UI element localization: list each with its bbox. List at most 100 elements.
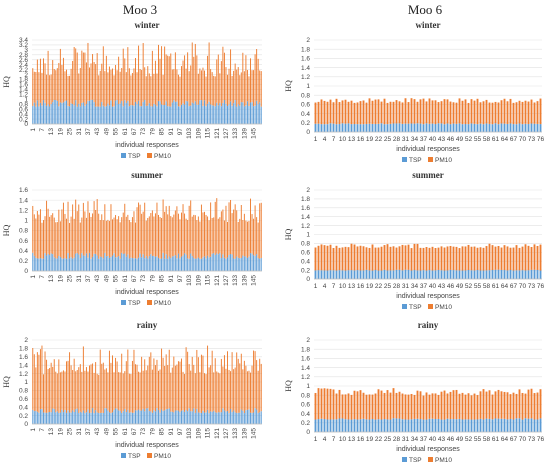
bar-tsp xyxy=(119,410,121,424)
bar-pm10 xyxy=(248,220,250,257)
bar-tsp xyxy=(171,102,173,124)
bar-pm10 xyxy=(33,214,35,256)
bar-pm10 xyxy=(404,394,407,420)
bar-tsp xyxy=(185,254,187,271)
bar-pm10 xyxy=(482,101,485,125)
bar-pm10 xyxy=(233,369,235,411)
y-tick-label: 0.2 xyxy=(19,413,28,420)
bar-pm10 xyxy=(479,247,482,271)
x-tick-label: 25 xyxy=(67,128,74,136)
bar-pm10 xyxy=(217,218,219,255)
bar-tsp xyxy=(422,270,425,279)
bar-tsp xyxy=(251,413,253,424)
bar-tsp xyxy=(506,270,509,279)
bar-pm10 xyxy=(53,359,55,409)
bar-tsp xyxy=(210,256,212,271)
bar-tsp xyxy=(329,419,332,432)
bar-pm10 xyxy=(253,218,255,256)
bar-pm10 xyxy=(491,394,494,420)
bar-pm10 xyxy=(233,70,235,104)
bar-tsp xyxy=(184,253,186,271)
bar-pm10 xyxy=(154,365,156,412)
bar-tsp xyxy=(260,257,262,271)
bar-tsp xyxy=(227,106,228,124)
y-tick-label: 1.4 xyxy=(19,197,28,204)
bar-tsp xyxy=(356,419,359,432)
bar-tsp xyxy=(464,270,467,279)
bar-pm10 xyxy=(455,246,458,271)
y-tick-label: 0.2 xyxy=(19,258,28,265)
bar-tsp xyxy=(105,256,107,271)
x-tick-label: 19 xyxy=(366,283,374,290)
bar-pm10 xyxy=(353,102,356,125)
bar-pm10 xyxy=(67,201,69,254)
bar-pm10 xyxy=(223,52,225,100)
bar-tsp xyxy=(139,253,141,271)
x-tick-label: 16 xyxy=(357,436,365,443)
bar-tsp xyxy=(43,258,44,271)
bar-tsp xyxy=(521,270,524,279)
bar-tsp xyxy=(164,104,166,124)
bar-pm10 xyxy=(392,388,395,419)
bar-tsp xyxy=(326,419,329,432)
bar-tsp xyxy=(533,123,536,132)
bar-tsp xyxy=(314,270,317,279)
bar-tsp xyxy=(353,270,356,279)
bar-tsp xyxy=(395,123,398,132)
bar-pm10 xyxy=(174,52,176,102)
bar-tsp xyxy=(161,409,163,424)
bar-pm10 xyxy=(121,68,123,102)
y-tick-label: 0.8 xyxy=(301,241,310,248)
bar-tsp xyxy=(217,412,219,424)
bar-pm10 xyxy=(52,213,54,255)
x-tick-label: 61 xyxy=(122,128,129,136)
bar-pm10 xyxy=(539,98,542,125)
bar-pm10 xyxy=(142,43,144,102)
chart-title: summer xyxy=(131,170,163,180)
bar-tsp xyxy=(219,412,221,424)
bar-pm10 xyxy=(425,392,428,420)
bar-pm10 xyxy=(413,99,416,124)
bar-tsp xyxy=(164,410,166,424)
bar-tsp xyxy=(67,105,69,124)
bar-tsp xyxy=(413,123,416,132)
bar-tsp xyxy=(236,106,238,124)
bar-tsp xyxy=(512,419,515,432)
bar-tsp xyxy=(485,123,488,132)
bar-pm10 xyxy=(231,352,233,413)
y-tick-label: 0.6 xyxy=(19,396,28,403)
bar-tsp xyxy=(359,270,362,279)
bar-tsp xyxy=(214,254,216,271)
bar-pm10 xyxy=(101,63,103,102)
bar-tsp xyxy=(96,106,98,124)
bar-pm10 xyxy=(190,200,192,254)
x-tick-label: 73 xyxy=(528,136,536,143)
bar-tsp xyxy=(217,105,219,124)
x-tick-label: 49 xyxy=(456,283,464,290)
x-tick-label: 49 xyxy=(103,128,110,136)
bar-tsp xyxy=(482,124,485,132)
legend-label-tsp: TSP xyxy=(409,304,422,311)
y-tick-label: 2 xyxy=(306,187,310,194)
bar-tsp xyxy=(181,256,182,271)
bar-pm10 xyxy=(488,243,491,271)
bar-pm10 xyxy=(211,350,213,412)
bar-pm10 xyxy=(84,370,86,414)
bar-pm10 xyxy=(374,99,377,124)
bar-tsp xyxy=(506,419,509,432)
bar-tsp xyxy=(128,258,130,271)
bar-pm10 xyxy=(196,349,198,409)
bar-tsp xyxy=(407,269,410,279)
bar-tsp xyxy=(127,254,129,271)
bar-tsp xyxy=(234,100,236,124)
bar-pm10 xyxy=(127,349,129,410)
bar-tsp xyxy=(200,100,202,124)
bar-pm10 xyxy=(35,367,37,411)
bar-tsp xyxy=(407,123,410,132)
bar-pm10 xyxy=(58,62,60,107)
y-tick-label: 0.2 xyxy=(301,267,310,274)
bar-tsp xyxy=(46,105,48,124)
bar-pm10 xyxy=(335,98,338,125)
bar-pm10 xyxy=(187,52,189,102)
bar-pm10 xyxy=(338,247,341,271)
